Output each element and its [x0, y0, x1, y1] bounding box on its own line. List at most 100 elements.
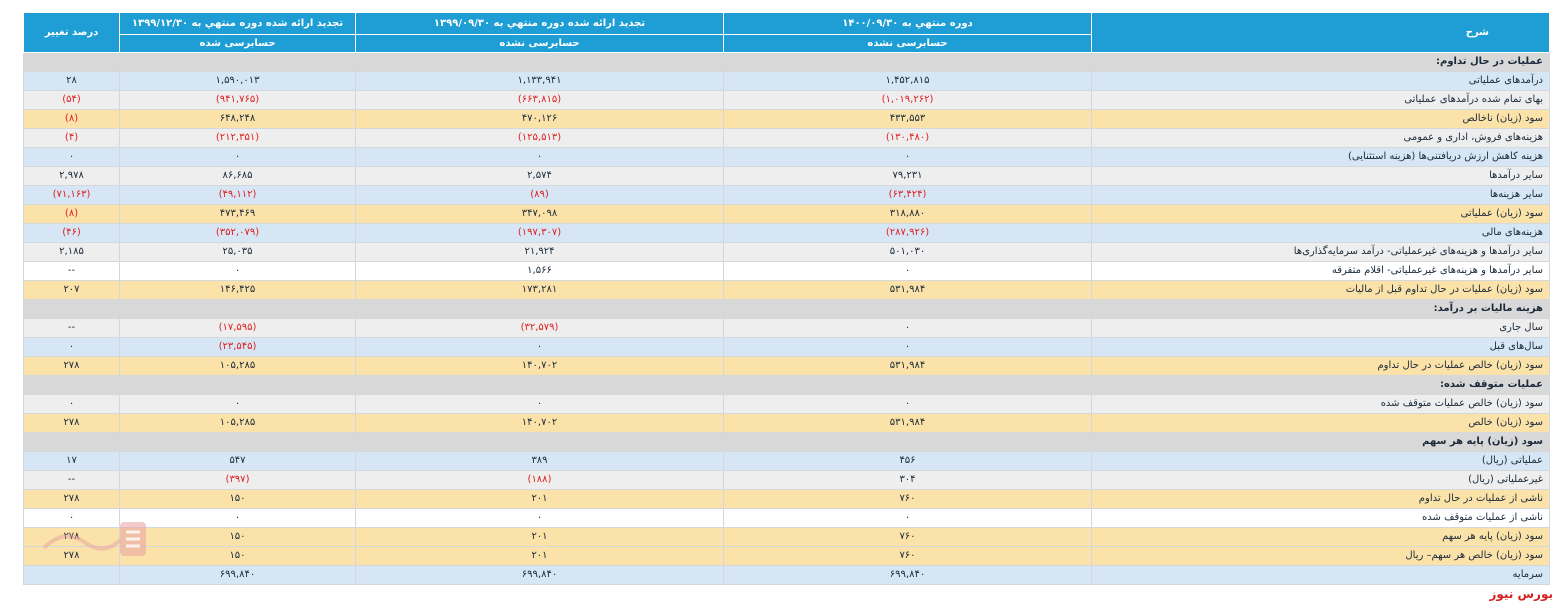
- value-period-1: (۶۳,۴۲۴): [723, 185, 1092, 205]
- table-body: عملیات در حال تداوم: درآمدهای عملیاتی ۱,۴۵…: [23, 52, 1550, 585]
- row-label: عملیات متوقف شده:: [1091, 375, 1550, 395]
- value-period-1: [723, 432, 1092, 452]
- row-label: سایر درآمدها و هزینه‌های غیرعملیاتی- اقل…: [1091, 261, 1550, 281]
- value-period-3: [119, 52, 356, 72]
- value-period-1: ۴۵۶: [723, 451, 1092, 471]
- row-label: سال‌های قبل: [1091, 337, 1550, 357]
- table-row: سود (زیان) خالص ۵۳۱,۹۸۴ ۱۴۰,۷۰۲ ۱۰۵,۲۸۵ ۲۷۸: [23, 413, 1550, 433]
- row-label: سود (زیان) خالص عملیات متوقف شده: [1091, 394, 1550, 414]
- section-row: عملیات در حال تداوم:: [23, 52, 1550, 72]
- header-period-3-audit: حسابرسی شده: [119, 34, 356, 53]
- value-percent-change: (۴۶): [23, 223, 120, 243]
- row-label: سرمایه: [1091, 565, 1550, 585]
- header-period-1: دوره منتهي به ۱۴۰۰/۰۹/۳۰: [723, 12, 1092, 35]
- row-label: هزینه کاهش ارزش دریافتنی‌ها (هزینه استثن…: [1091, 147, 1550, 167]
- value-period-2: (۳۲,۵۷۹): [355, 318, 724, 338]
- row-label: غیرعملیاتی (ریال): [1091, 470, 1550, 490]
- table-row: سود (زیان) ناخالص ۴۳۳,۵۵۳ ۴۷۰,۱۲۶ ۶۴۸,۲۴۸ (۸…: [23, 109, 1550, 129]
- value-period-1: ۰: [723, 394, 1092, 414]
- value-percent-change: ۰: [23, 394, 120, 414]
- table-row: سایر درآمدها و هزینه‌های غیرعملیاتی- درآ…: [23, 242, 1550, 262]
- row-label: سود (زیان) خالص: [1091, 413, 1550, 433]
- row-label: سود (زیان) پایه هر سهم: [1091, 527, 1550, 547]
- value-percent-change: (۷۱,۱۶۳): [23, 185, 120, 205]
- table-row: سال‌های قبل ۰ ۰ (۲۳,۵۴۵) ۰: [23, 337, 1550, 357]
- row-label: سود (زیان) پایه هر سهم: [1091, 432, 1550, 452]
- value-period-3: ۲۵,۰۳۵: [119, 242, 356, 262]
- table-row: بهای تمام شده درآمدهای عملیاتی (۱,۰۱۹,۲۶۲…: [23, 90, 1550, 110]
- value-period-1: ۷۶۰: [723, 489, 1092, 509]
- table-row: سایر هزینه‌ها (۶۳,۴۲۴) (۸۹) (۴۹,۱۱۲) (۷۱,۱۶۳…: [23, 185, 1550, 205]
- value-period-3: ۱۵۰: [119, 527, 356, 547]
- value-period-1: ۶۹۹,۸۴۰: [723, 565, 1092, 585]
- value-percent-change: ۲۸: [23, 71, 120, 91]
- value-percent-change: ۰: [23, 337, 120, 357]
- value-period-1: ۰: [723, 318, 1092, 338]
- value-percent-change: [23, 299, 120, 319]
- row-label: عملیاتی (ریال): [1091, 451, 1550, 471]
- value-period-1: ۱,۴۵۲,۸۱۵: [723, 71, 1092, 91]
- value-period-3: (۴۹,۱۱۲): [119, 185, 356, 205]
- value-period-2: [355, 299, 724, 319]
- value-period-3: ۸۶,۶۸۵: [119, 166, 356, 186]
- value-period-3: ۱۵۰: [119, 489, 356, 509]
- row-label: بهای تمام شده درآمدهای عملیاتی: [1091, 90, 1550, 110]
- value-period-3: ۱۵۰: [119, 546, 356, 566]
- value-percent-change: ۰: [23, 508, 120, 528]
- value-percent-change: ۰: [23, 147, 120, 167]
- value-period-1: [723, 299, 1092, 319]
- value-period-2: (۱۹۷,۳۰۷): [355, 223, 724, 243]
- header-period-1-audit: حسابرسی نشده: [723, 34, 1092, 53]
- section-row: عملیات متوقف شده:: [23, 375, 1550, 395]
- table-row: هزینه‌های مالی (۲۸۷,۹۲۶) (۱۹۷,۳۰۷) (۳۵۲,۰۷۹…: [23, 223, 1550, 243]
- table-header: شرح دوره منتهي به ۱۴۰۰/۰۹/۳۰ تجدید ارائه…: [23, 12, 1550, 53]
- value-percent-change: --: [23, 261, 120, 281]
- value-percent-change: [23, 432, 120, 452]
- value-period-1: ۷۹,۲۳۱: [723, 166, 1092, 186]
- table-row: سایر درآمدها ۷۹,۲۳۱ ۲,۵۷۴ ۸۶,۶۸۵ ۲,۹۷۸: [23, 166, 1550, 186]
- value-percent-change: ۲,۱۸۵: [23, 242, 120, 262]
- table-row: سود (زیان) خالص عملیات در حال تداوم ۵۳۱,۹…: [23, 356, 1550, 376]
- value-period-2: ۰: [355, 508, 724, 528]
- value-period-2: ۲,۵۷۴: [355, 166, 724, 186]
- value-percent-change: (۵۴): [23, 90, 120, 110]
- table-row: سود (زیان) عملیاتی ۳۱۸,۸۸۰ ۳۴۷,۰۹۸ ۴۷۳,۴۶۹(…: [23, 204, 1550, 224]
- table-row: درآمدهای عملیاتی ۱,۴۵۲,۸۱۵ ۱,۱۳۳,۹۴۱ ۱,۵۹۰,…: [23, 71, 1550, 91]
- value-period-1: ۷۶۰: [723, 527, 1092, 547]
- value-period-1: ۰: [723, 147, 1092, 167]
- value-percent-change: ۲۰۷: [23, 280, 120, 300]
- value-period-1: ۵۰۱,۰۳۰: [723, 242, 1092, 262]
- value-period-3: (۹۴۱,۷۶۵): [119, 90, 356, 110]
- value-period-1: ۰: [723, 337, 1092, 357]
- table-row: سود (زیان) عملیات در حال تداوم قبل از ما…: [23, 280, 1550, 300]
- value-percent-change: --: [23, 318, 120, 338]
- value-period-3: ۶۹۹,۸۴۰: [119, 565, 356, 585]
- value-period-3: ۶۴۸,۲۴۸: [119, 109, 356, 129]
- value-period-2: ۰: [355, 394, 724, 414]
- value-period-1: (۱,۰۱۹,۲۶۲): [723, 90, 1092, 110]
- section-row: سود (زیان) پایه هر سهم: [23, 432, 1550, 452]
- row-label: عملیات در حال تداوم:: [1091, 52, 1550, 72]
- value-percent-change: ۲۷۸: [23, 356, 120, 376]
- row-label: هزینه‌های فروش، اداری و عمومی: [1091, 128, 1550, 148]
- row-label: سود (زیان) خالص عملیات در حال تداوم: [1091, 356, 1550, 376]
- value-percent-change: --: [23, 470, 120, 490]
- bourse-news-logo-icon: [42, 522, 146, 556]
- value-period-1: (۱۳۰,۴۸۰): [723, 128, 1092, 148]
- value-period-2: ۰: [355, 147, 724, 167]
- value-period-1: ۴۳۳,۵۵۳: [723, 109, 1092, 129]
- income-statement-table: شرح دوره منتهي به ۱۴۰۰/۰۹/۳۰ تجدید ارائه…: [23, 12, 1550, 585]
- value-period-3: ۵۴۷: [119, 451, 356, 471]
- header-period-3: تجدید ارائه شده دوره منتهي به ۱۳۹۹/۱۲/۳۰: [119, 12, 356, 35]
- header-period-2: تجدید ارائه شده دوره منتهي به ۱۳۹۹/۰۹/۳۰: [355, 12, 724, 35]
- value-period-3: ۰: [119, 261, 356, 281]
- value-period-3: (۱۷,۵۹۵): [119, 318, 356, 338]
- value-period-2: ۴۷۰,۱۲۶: [355, 109, 724, 129]
- value-period-2: ۱,۵۶۶: [355, 261, 724, 281]
- table-row: عملیاتی (ریال) ۴۵۶ ۳۸۹ ۵۴۷ ۱۷: [23, 451, 1550, 471]
- value-period-3: [119, 375, 356, 395]
- table-row: سرمایه ۶۹۹,۸۴۰ ۶۹۹,۸۴۰ ۶۹۹,۸۴۰: [23, 565, 1550, 585]
- section-row: هزینه مالیات بر درآمد:: [23, 299, 1550, 319]
- value-percent-change: ۱۷: [23, 451, 120, 471]
- value-period-2: [355, 375, 724, 395]
